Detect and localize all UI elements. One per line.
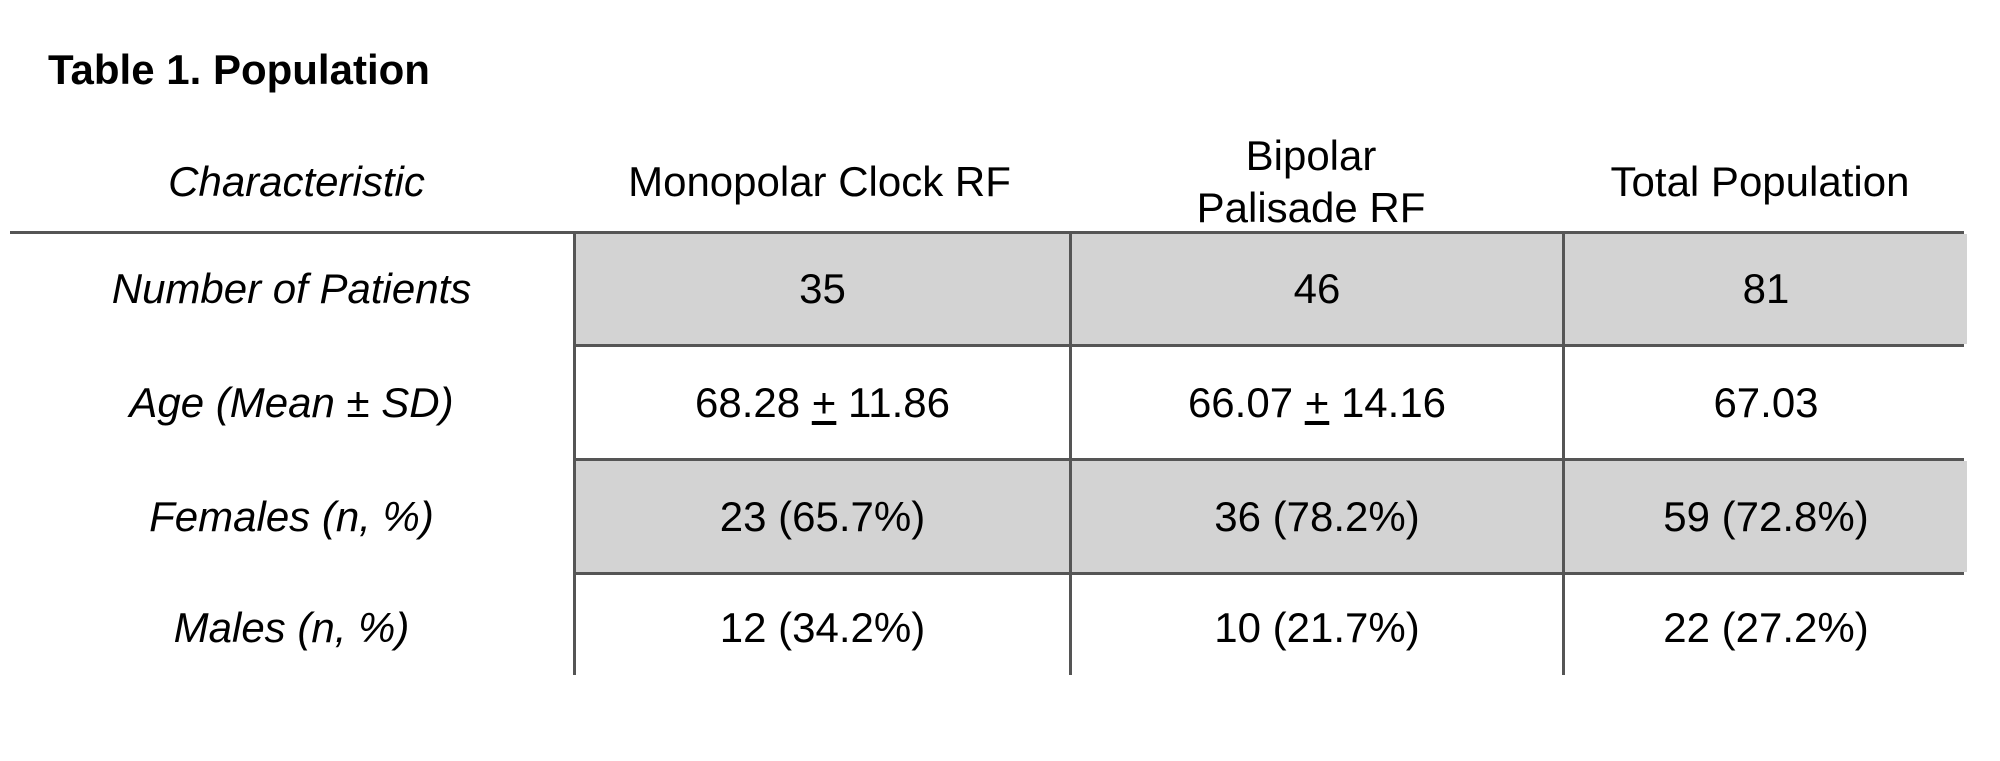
header-characteristic: Characteristic (10, 130, 583, 234)
age-monopolar-plusminus: + (811, 378, 837, 426)
header-characteristic-label: Characteristic (168, 158, 425, 205)
row-label-females: Females (n, %) (149, 492, 434, 540)
age-bipolar-plusminus: + (1304, 378, 1330, 426)
cell-males-bipolar: 10 (21.7%) (1072, 575, 1562, 681)
header-total-label: Total Population (1610, 158, 1910, 205)
age-bipolar-sd: 14.16 (1340, 378, 1447, 426)
cell-patients-total: 81 (1565, 234, 1967, 344)
header-monopolar-label: Monopolar Clock RF (628, 158, 1011, 205)
header-bipolar: Bipolar Palisade RF (1066, 130, 1556, 234)
age-monopolar-mean: 68.28 (695, 378, 801, 426)
header-bipolar-line2: Palisade RF (1196, 184, 1426, 231)
age-monopolar-sd: 11.86 (847, 378, 950, 426)
cell-females-bipolar: 36 (78.2%) (1072, 461, 1562, 572)
header-bipolar-line1: Bipolar (1245, 132, 1377, 179)
table-title: Table 1. Population (48, 46, 430, 93)
row-label-patients: Number of Patients (111, 265, 472, 312)
cell-males-monopolar: 12 (34.2%) (576, 575, 1069, 681)
row-label-age: Age (Mean ± SD) (129, 378, 454, 426)
header-total: Total Population (1556, 130, 1964, 234)
cell-females-monopolar: 23 (65.7%) (576, 461, 1069, 572)
row-label-males: Males (n, %) (173, 604, 410, 651)
cell-age-monopolar: 68.28 + 11.86 (576, 347, 1069, 458)
cell-patients-monopolar: 35 (576, 234, 1069, 344)
age-bipolar-mean: 66.07 (1187, 378, 1294, 426)
cell-age-total: 67.03 (1565, 347, 1967, 458)
cell-patients-bipolar: 46 (1072, 234, 1562, 344)
header-monopolar: Monopolar Clock RF (573, 130, 1066, 234)
cell-males-total: 22 (27.2%) (1565, 575, 1967, 681)
cell-age-bipolar: 66.07 + 14.16 (1072, 347, 1562, 458)
header-divider (10, 231, 573, 234)
population-table: 35 46 81 68.28 + 11.86 66.07 + 14.16 67.… (573, 231, 1967, 681)
cell-females-total: 59 (72.8%) (1565, 461, 1967, 572)
